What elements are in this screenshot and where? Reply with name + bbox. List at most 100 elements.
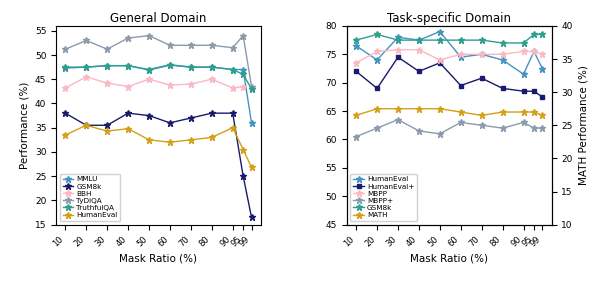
Line: HumanEval+: HumanEval+ <box>354 55 545 99</box>
GSM8k <box>229 111 236 115</box>
TyDiQA <box>188 43 195 47</box>
Line: MATH: MATH <box>353 105 546 119</box>
GSM8k <box>457 38 464 42</box>
MMLU <box>124 64 132 67</box>
GSM8k <box>415 38 422 42</box>
BBH <box>208 77 215 81</box>
X-axis label: Mask Ratio (%): Mask Ratio (%) <box>119 254 198 264</box>
TyDiQA <box>166 43 173 47</box>
GSM8k <box>188 116 195 120</box>
BBH <box>104 82 111 85</box>
HumanEval <box>248 166 255 169</box>
GSM8k <box>146 114 153 117</box>
HumanEval <box>353 44 360 48</box>
HumanEval <box>62 133 69 137</box>
MBPP+ <box>457 121 464 124</box>
HumanEval <box>166 141 173 144</box>
MBPP <box>520 50 527 53</box>
Line: MBPP+: MBPP+ <box>353 116 546 140</box>
TruthfulQA <box>188 65 195 69</box>
MBPP+ <box>436 132 443 136</box>
MBPP+ <box>539 126 546 130</box>
MBPP+ <box>353 135 360 138</box>
HumanEval <box>373 58 381 62</box>
Title: General Domain: General Domain <box>110 12 206 25</box>
TruthfulQA <box>104 64 111 67</box>
Line: HumanEval: HumanEval <box>353 28 546 78</box>
TyDiQA <box>124 36 132 40</box>
GSM8k <box>83 124 90 127</box>
MATH <box>520 110 527 114</box>
TruthfulQA <box>146 68 153 71</box>
HumanEval <box>104 129 111 133</box>
MATH <box>539 113 546 117</box>
TyDiQA <box>248 85 255 88</box>
MBPP <box>395 48 402 52</box>
TyDiQA <box>208 43 215 47</box>
HumanEval <box>436 30 443 33</box>
GSM8k <box>530 33 537 36</box>
MBPP <box>478 53 485 56</box>
HumanEval <box>240 148 247 151</box>
GSM8k <box>240 175 247 178</box>
MMLU <box>83 65 90 69</box>
BBH <box>62 86 69 90</box>
TruthfulQA <box>208 65 215 69</box>
MBPP <box>530 50 537 53</box>
BBH <box>124 85 132 88</box>
TruthfulQA <box>240 73 247 76</box>
Y-axis label: Performance (%): Performance (%) <box>19 82 30 169</box>
Line: BBH: BBH <box>62 73 247 91</box>
HumanEval+ <box>478 76 485 80</box>
HumanEval <box>457 55 464 59</box>
MMLU <box>240 68 247 71</box>
HumanEval <box>146 138 153 141</box>
Y-axis label: MATH Performance (%): MATH Performance (%) <box>578 65 588 185</box>
GSM8k <box>62 111 69 115</box>
GSM8k <box>436 38 443 42</box>
MBPP <box>457 53 464 56</box>
MBPP <box>539 53 546 56</box>
TruthfulQA <box>166 63 173 67</box>
X-axis label: Mask Ratio (%): Mask Ratio (%) <box>410 254 489 264</box>
MATH <box>530 110 537 114</box>
GSM8k <box>373 33 381 36</box>
MATH <box>436 107 443 111</box>
MMLU <box>229 68 236 71</box>
HumanEval <box>539 67 546 70</box>
HumanEval <box>208 136 215 139</box>
Line: TyDiQA: TyDiQA <box>62 32 255 90</box>
HumanEval+ <box>395 55 402 59</box>
MATH <box>457 110 464 114</box>
MBPP <box>415 48 422 52</box>
HumanEval <box>530 50 537 53</box>
MBPP <box>499 53 506 56</box>
Legend: MMLU, GSM8k, BBH, TyDiQA, TruthfulQA, HumanEval: MMLU, GSM8k, BBH, TyDiQA, TruthfulQA, Hu… <box>60 173 120 221</box>
HumanEval+ <box>436 61 443 65</box>
TruthfulQA <box>248 87 255 91</box>
Line: MMLU: MMLU <box>62 62 255 126</box>
BBH <box>229 86 236 90</box>
MMLU <box>166 63 173 67</box>
MBPP+ <box>499 126 506 130</box>
TyDiQA <box>104 48 111 51</box>
HumanEval <box>229 126 236 129</box>
GSM8k <box>395 38 402 42</box>
MATH <box>373 107 381 111</box>
MMLU <box>146 68 153 72</box>
HumanEval <box>478 53 485 56</box>
GSM8k <box>248 216 255 219</box>
Line: GSM8k: GSM8k <box>62 110 255 221</box>
Line: GSM8k: GSM8k <box>353 31 546 46</box>
BBH <box>146 77 153 81</box>
TyDiQA <box>229 46 236 50</box>
Title: Task-specific Domain: Task-specific Domain <box>387 12 512 25</box>
MMLU <box>208 65 215 69</box>
TruthfulQA <box>124 64 132 67</box>
HumanEval+ <box>457 84 464 87</box>
TyDiQA <box>240 34 247 37</box>
GSM8k <box>478 38 485 42</box>
MBPP+ <box>373 126 381 130</box>
TruthfulQA <box>62 65 69 69</box>
BBH <box>188 82 195 86</box>
